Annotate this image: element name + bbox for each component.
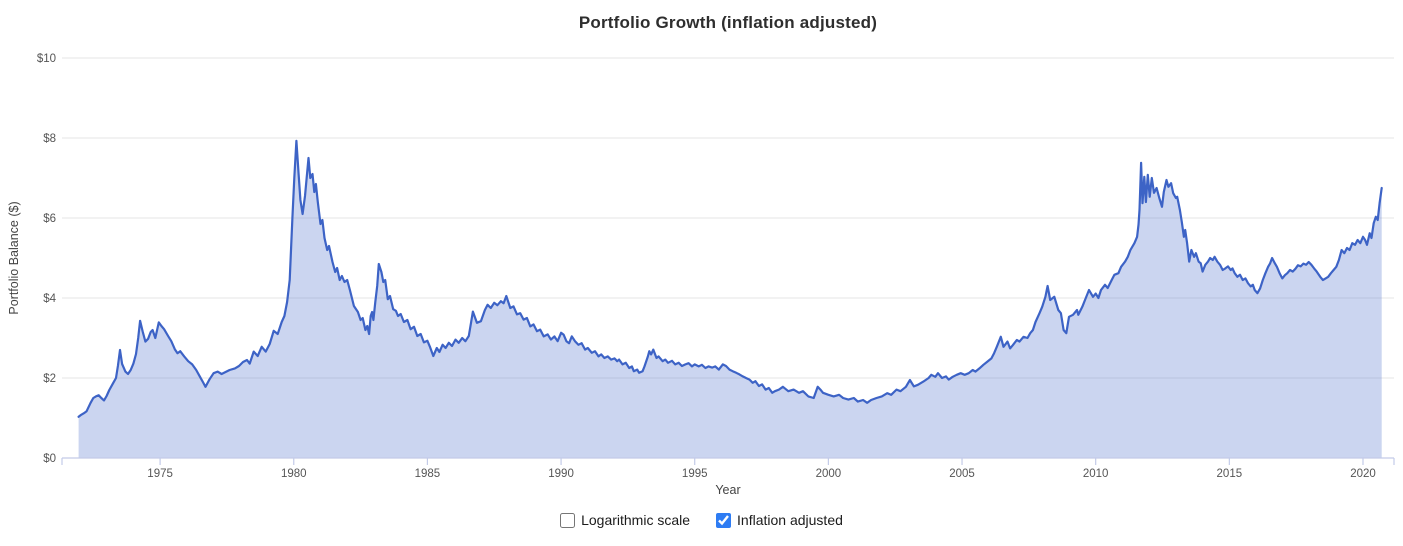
x-tick-label: 1985 bbox=[415, 468, 441, 480]
inflation-adjusted-label: Inflation adjusted bbox=[737, 512, 843, 528]
logarithmic-scale-control[interactable]: Logarithmic scale bbox=[560, 512, 690, 528]
x-tick-label: 2005 bbox=[949, 468, 975, 480]
chart-canvas: $0 $2 $4 $6 $8 $10 1975 1980 1985 1990 1995 2000 200… bbox=[7, 53, 1395, 497]
y-tick-label: $0 bbox=[43, 453, 56, 465]
logarithmic-scale-checkbox[interactable] bbox=[560, 512, 576, 528]
y-tick-label: $4 bbox=[43, 293, 56, 305]
x-tick-label: 2000 bbox=[816, 468, 842, 480]
series-line bbox=[77, 139, 1383, 418]
x-tick-label: 1980 bbox=[281, 468, 307, 480]
y-tick-label: $6 bbox=[43, 213, 56, 225]
inflation-adjusted-checkbox[interactable] bbox=[716, 512, 732, 528]
x-tick-label: 2015 bbox=[1217, 468, 1243, 480]
x-tick-label: 1990 bbox=[548, 468, 574, 480]
logarithmic-scale-label: Logarithmic scale bbox=[581, 512, 691, 528]
area-fill bbox=[78, 140, 1382, 459]
chart-title: Portfolio Growth (inflation adjusted) bbox=[578, 13, 878, 32]
x-tick-label: 1975 bbox=[147, 468, 173, 480]
x-axis-title: Year bbox=[715, 483, 740, 497]
x-tick-label: 2010 bbox=[1083, 468, 1109, 480]
y-tick-label: $10 bbox=[37, 53, 56, 65]
y-axis-title: Portfolio Balance ($) bbox=[7, 201, 21, 314]
y-tick-label: $2 bbox=[43, 373, 56, 385]
inflation-adjusted-control[interactable]: Inflation adjusted bbox=[716, 512, 843, 528]
x-tick-label: 1995 bbox=[682, 468, 708, 480]
chart-controls: Logarithmic scale Inflation adjusted bbox=[0, 512, 1403, 528]
y-tick-label: $8 bbox=[43, 133, 56, 145]
x-tick-label: 2020 bbox=[1350, 468, 1376, 480]
